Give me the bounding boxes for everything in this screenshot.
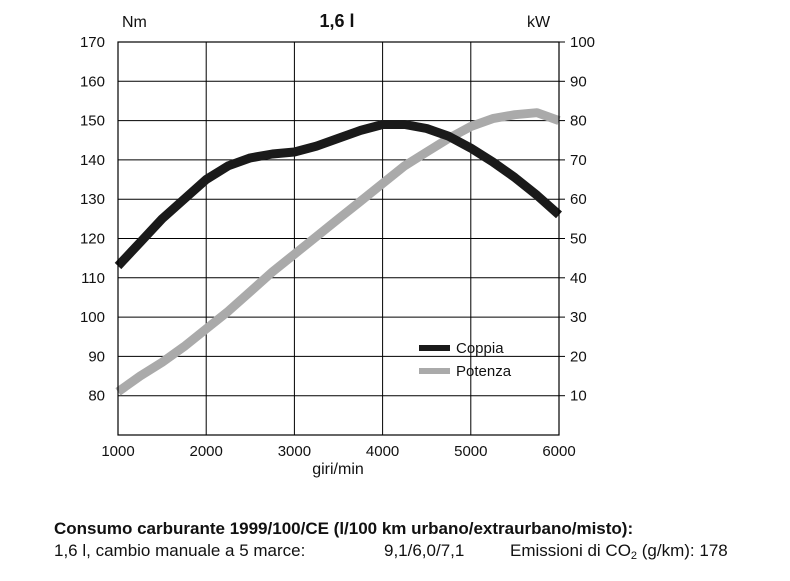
legend-label-potenza: Potenza <box>456 363 512 380</box>
legend: Coppia Potenza <box>419 340 512 380</box>
chart-title: 1,6 l <box>319 11 354 31</box>
y-right-tick-label: 90 <box>570 73 587 90</box>
y-left-tick-label: 130 <box>80 191 105 208</box>
emissions: Emissioni di CO2 (g/km): 178 <box>510 540 728 567</box>
y-axis-left-ticks: 80 90 100 110 120 130 140 150 160 170 <box>80 34 105 405</box>
engine-spec: 1,6 l, cambio manuale a 5 marce: <box>54 541 306 560</box>
series-line-coppia <box>114 120 562 270</box>
x-tick-label: 5000 <box>454 443 487 460</box>
x-axis-label: giri/min <box>312 461 364 478</box>
y-right-tick-label: 80 <box>570 113 587 130</box>
chart: 1,6 l Nm kW 1000 2000 3000 4000 5000 6000 80 9… <box>80 11 595 478</box>
consumption-values: 9,1/6,0/7,1 <box>384 541 465 560</box>
y-right-tick-label: 100 <box>570 34 595 51</box>
y-right-tick-label: 50 <box>570 231 587 248</box>
y-axis-left-label: Nm <box>122 14 147 31</box>
y-left-tick-label: 80 <box>88 388 105 405</box>
x-tick-label: 1000 <box>101 443 134 460</box>
y-left-tick-label: 120 <box>80 231 105 248</box>
y-right-tick-label: 10 <box>570 388 587 405</box>
series-line-potenza <box>115 108 561 396</box>
y-right-tick-label: 70 <box>570 152 587 169</box>
y-right-tick-label: 40 <box>570 270 587 287</box>
plot-frame <box>117 41 560 436</box>
x-tick-label: 3000 <box>278 443 311 460</box>
y-right-tick-label: 20 <box>570 348 587 365</box>
emissions-value: (g/km): 178 <box>637 541 728 560</box>
x-axis-ticks: 1000 2000 3000 4000 5000 6000 <box>101 443 575 460</box>
x-tick-label: 4000 <box>366 443 399 460</box>
y-right-tick-label: 30 <box>570 309 587 326</box>
footer: Consumo carburante 1999/100/CE (l/100 km… <box>54 518 774 562</box>
y-axis-right-ticks: 10 20 30 40 50 60 70 80 90 100 <box>559 34 595 405</box>
consumption-heading: Consumo carburante 1999/100/CE (l/100 km… <box>54 519 634 538</box>
x-tick-label: 2000 <box>190 443 223 460</box>
y-right-tick-label: 60 <box>570 191 587 208</box>
consumption-row: 1,6 l, cambio manuale a 5 marce: 9,1/6,0… <box>54 540 774 562</box>
legend-label-coppia: Coppia <box>456 340 504 357</box>
y-axis-right-label: kW <box>527 14 551 31</box>
y-left-tick-label: 160 <box>80 73 105 90</box>
y-left-tick-label: 110 <box>81 270 105 287</box>
y-left-tick-label: 90 <box>88 348 105 365</box>
y-left-tick-label: 170 <box>80 34 105 51</box>
series-group <box>114 108 562 396</box>
emissions-label: Emissioni di CO <box>510 541 631 560</box>
emissions-subscript: 2 <box>630 550 638 562</box>
y-left-tick-label: 100 <box>80 309 105 326</box>
y-left-tick-label: 150 <box>80 113 105 130</box>
x-tick-label: 6000 <box>542 443 575 460</box>
y-left-tick-label: 140 <box>80 152 105 169</box>
